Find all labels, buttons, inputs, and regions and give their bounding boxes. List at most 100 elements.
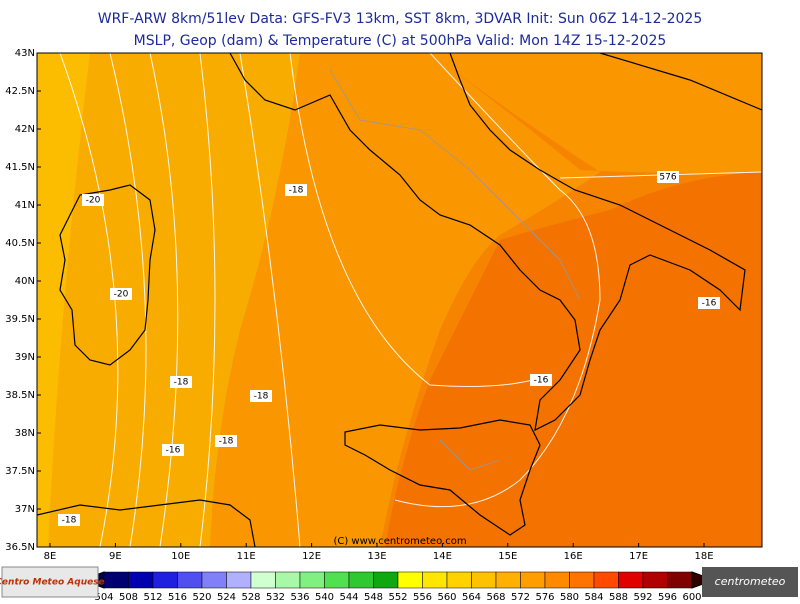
colorbar-swatch [422, 571, 448, 589]
isoline [394, 53, 601, 508]
lat-label: 39N [15, 352, 35, 363]
colorbar-swatch [201, 571, 227, 589]
contour-label: 576 [659, 173, 676, 183]
colorbar-label: 564 [462, 592, 481, 600]
colorbar-label: 512 [143, 592, 162, 600]
lat-label: 40.5N [5, 238, 35, 249]
colorbar-label: 584 [584, 592, 603, 600]
coastline [599, 53, 762, 111]
colorbar-swatch [642, 571, 668, 589]
lon-label: 18E [694, 551, 713, 562]
map: -20 -20 -18 -18 -18 -18 -16 -18 -16 -16 576 [37, 53, 762, 547]
colorbar-label: 504 [94, 592, 113, 600]
colorbar-label: 576 [535, 592, 554, 600]
contour-label: -18 [254, 392, 269, 402]
lat-label: 36.5N [5, 542, 35, 553]
header-line: MSLP, Geop (dam) & Temperature (C) at 50… [134, 33, 667, 49]
logo-right-text: centrometeo [715, 575, 786, 588]
isoline [289, 53, 541, 387]
region-border [329, 69, 581, 471]
lat-label: 43N [15, 48, 35, 59]
colorbar-swatch [128, 571, 154, 589]
colorbar-label: 568 [486, 592, 505, 600]
lat-label: 37.5N [5, 466, 35, 477]
colorbar-label: 588 [609, 592, 628, 600]
colorbar-swatch [250, 571, 276, 589]
contour-label: -16 [166, 446, 181, 456]
colorbar-swatch [348, 571, 374, 589]
colorbar-label: 596 [658, 592, 677, 600]
lon-label: 15E [498, 551, 517, 562]
lat-label: 38N [15, 428, 35, 439]
logo-left [1, 566, 99, 598]
colorbar-label: 532 [266, 592, 285, 600]
isoline [199, 53, 216, 547]
contour-label: -18 [289, 186, 304, 196]
colorbar-swatch [569, 571, 595, 589]
contour-label: -16 [702, 299, 717, 309]
logo-right [702, 567, 798, 597]
isoline [149, 53, 179, 547]
coastline [59, 184, 156, 366]
contour-label-box [82, 194, 104, 206]
colorbar-swatch [471, 571, 497, 589]
contour-label-box [250, 390, 272, 402]
contour-label-box [698, 297, 720, 309]
colorbar-label: 516 [168, 592, 187, 600]
copyright: (C) www.centrometeo.com [333, 536, 466, 547]
colorbar-swatch [495, 571, 521, 589]
lon-label: 10E [171, 551, 190, 562]
colorbar-label: 524 [217, 592, 236, 600]
colorbar-label: 556 [413, 592, 432, 600]
colorbar-label: 552 [388, 592, 407, 600]
coastline [37, 499, 256, 547]
lon-label: 12E [302, 551, 321, 562]
lon-label: 9E [109, 551, 122, 562]
contour-label: -20 [86, 196, 101, 206]
colorbar-swatch [103, 571, 129, 589]
contour-label-box [285, 184, 307, 196]
contour-label: -16 [534, 376, 549, 386]
field [37, 53, 90, 547]
colorbar-label: 560 [437, 592, 456, 600]
map-frame [36, 52, 763, 548]
isoline [109, 53, 147, 547]
lon-label: 11E [237, 551, 256, 562]
colorbar-swatch [324, 571, 350, 589]
lon-label: 16E [564, 551, 583, 562]
lat-label: 42N [15, 124, 35, 135]
contour-label-box [657, 171, 679, 183]
lon-label: 14E [433, 551, 452, 562]
contour-label: -18 [62, 516, 77, 526]
colorbar-label: 520 [192, 592, 211, 600]
colorbar-swatch [618, 571, 644, 589]
coastline [344, 419, 541, 536]
colorbar-label: 580 [560, 592, 579, 600]
isoline [239, 53, 301, 547]
coastline [229, 53, 746, 432]
colorbar-swatch [275, 571, 301, 589]
lon-label: 13E [367, 551, 386, 562]
lat-label: 40N [15, 276, 35, 287]
colorbar-label: 592 [633, 592, 652, 600]
colorbar-swatch [397, 571, 423, 589]
colorbar-label: 540 [315, 592, 334, 600]
contour-label: -18 [219, 437, 234, 447]
header-line: WRF-ARW 8km/51lev Data: GFS-FV3 13km, SS… [98, 11, 703, 27]
lat-label: 38.5N [5, 390, 35, 401]
colorbar-swatch [373, 571, 399, 589]
contour-label: -20 [114, 290, 129, 300]
colorbar-label: 536 [290, 592, 309, 600]
colorbar-swatch [226, 571, 252, 589]
colorbar-swatch [520, 571, 546, 589]
colorbar-swatch [152, 571, 178, 589]
contour-label-box [58, 514, 80, 526]
contour-label-box [110, 288, 132, 300]
contour-label-box [162, 444, 184, 456]
contour-label: -18 [174, 378, 189, 388]
contour-label-box [215, 435, 237, 447]
colorbar-swatch [544, 571, 570, 589]
lat-label: 39.5N [5, 314, 35, 325]
lon-label: 17E [629, 551, 648, 562]
